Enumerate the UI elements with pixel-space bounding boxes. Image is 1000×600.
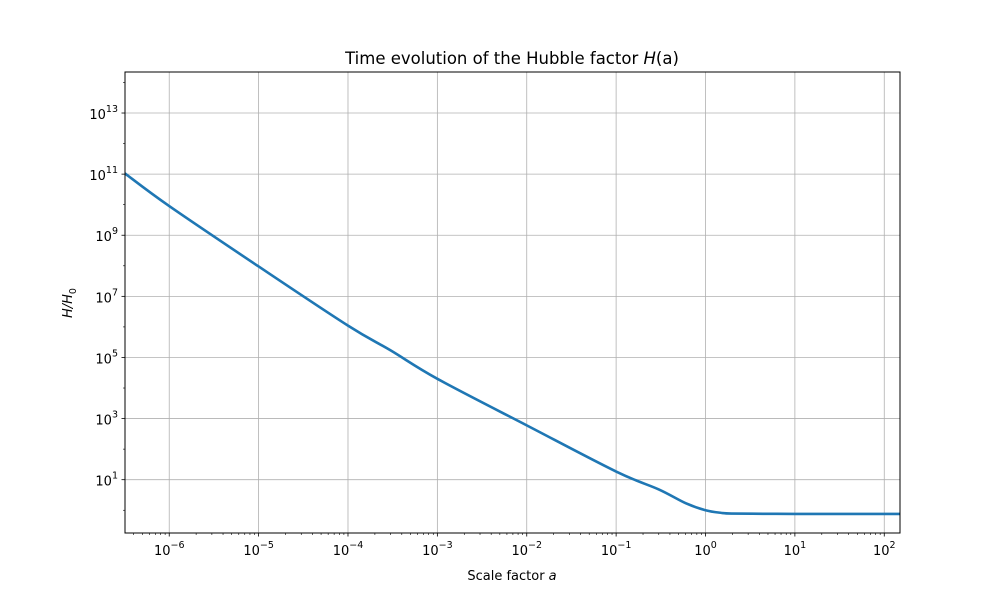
series-line-0 [125, 172, 900, 516]
y-tick-label: 1013 [89, 104, 118, 123]
y-tick-label: 109 [95, 226, 118, 245]
y-tick-label: 103 [95, 410, 118, 429]
x-axis-label: Scale factor a [467, 569, 556, 584]
y-tick-label: 107 [95, 287, 118, 306]
series-layer [125, 172, 900, 516]
x-axis-ticks: 10−6 10−5 10−4 10−3 10−2 10−1 100 101 102 [133, 533, 896, 559]
x-tick-label: 10−2 [511, 540, 542, 559]
x-tick-label: 102 [873, 540, 896, 559]
grid [125, 72, 900, 533]
y-tick-label: 1011 [89, 165, 118, 184]
y-axis-ticks: 101 103 105 107 109 1011 1013 [89, 82, 125, 511]
x-tick-label: 10−6 [154, 540, 185, 559]
x-tick-label: 10−1 [601, 540, 632, 559]
x-tick-label: 100 [694, 540, 717, 559]
x-tick-label: 10−5 [243, 540, 274, 559]
chart-title: Time evolution of the Hubble factor H(a) [344, 49, 679, 68]
x-tick-label: 10−4 [333, 540, 364, 559]
y-tick-label: 101 [95, 471, 118, 490]
x-tick-label: 101 [784, 540, 807, 559]
y-axis-label: H/H0 [61, 288, 79, 318]
y-tick-label: 105 [95, 348, 118, 367]
x-tick-label: 10−3 [422, 540, 453, 559]
plot-frame [124, 71, 901, 534]
